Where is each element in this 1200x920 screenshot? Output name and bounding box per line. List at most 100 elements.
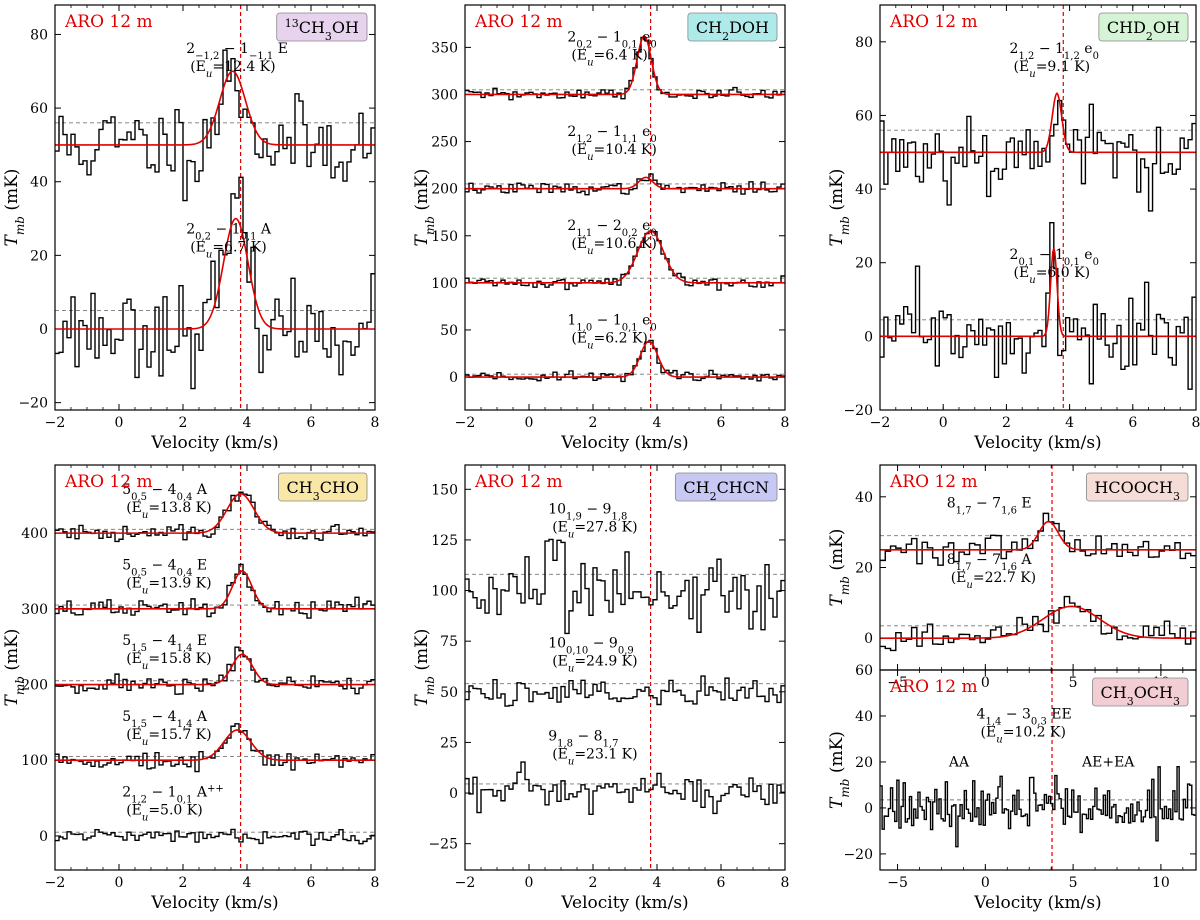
panel-frame <box>464 4 786 411</box>
y-tick-label: 80 <box>30 27 48 43</box>
x-tick-label: 6 <box>307 875 316 891</box>
panel-frame <box>54 464 376 871</box>
x-tick-label: 4 <box>1065 415 1074 431</box>
y-tick-label: 20 <box>855 755 873 771</box>
y-tick-label: 0 <box>864 631 873 647</box>
molecule-box: HCOOCH3 <box>1085 472 1189 503</box>
x-tick-label: 0 <box>115 875 124 891</box>
telescope-label: ARO 12 m <box>889 472 978 492</box>
y-tick-label: 40 <box>855 709 873 725</box>
upper-energy-label: (Eu=23.1 K) <box>552 746 637 767</box>
spectrum-5 <box>55 828 375 847</box>
upper-energy-label: (Eu=9.1 K) <box>1014 59 1091 80</box>
gaussian-fit-2 <box>465 176 785 190</box>
panel-phcooch3: −5051002040Tmb (mK)81,7 − 71,6 E81,7 − 7… <box>827 464 1197 691</box>
spectrum-1 <box>55 49 375 202</box>
upper-energy-label: (Eu=10.6 K) <box>571 236 656 257</box>
y-tick-label: 0 <box>449 786 458 802</box>
y-tick-label: −20 <box>843 403 873 419</box>
x-tick-label: 0 <box>525 415 534 431</box>
y-tick-label: 60 <box>30 101 48 117</box>
panel-pch2chcn: −2 0 2 4 6 8 −25 0 25 50 75 100 125 150 Velocity (km/s… <box>412 464 789 913</box>
molecule-box: 13CH3OH <box>276 12 368 43</box>
x-axis-title: Velocity (km/s) <box>973 893 1101 913</box>
y-tick-label: 20 <box>855 256 873 272</box>
telescope-label: ARO 12 m <box>64 12 153 32</box>
spectrum-1 <box>880 512 1196 566</box>
molecule-box-bg <box>1092 677 1189 707</box>
x-tick-label: 2 <box>589 415 598 431</box>
upper-energy-label: (Eu=27.8 K) <box>552 520 637 541</box>
upper-energy-label: (Eu=6.2 K) <box>571 330 648 351</box>
spectrum-2 <box>880 222 1196 390</box>
x-tick-label: −2 <box>45 415 66 431</box>
y-tick-label: 40 <box>30 175 48 191</box>
gaussian-fit-1 <box>55 492 375 534</box>
molecule-box: CH3CHO <box>278 472 368 503</box>
molecule-box: CHD2OH <box>1098 12 1189 43</box>
spectrum-2 <box>880 595 1196 652</box>
plot-area <box>880 5 1196 410</box>
y-tick-label: 125 <box>431 533 458 549</box>
spectrum-4 <box>55 723 375 773</box>
x-tick-label: 6 <box>1128 415 1137 431</box>
gaussian-fit-3 <box>55 653 375 686</box>
gaussian-fit-3 <box>465 230 785 284</box>
upper-energy-label: (Eu=13.8 K) <box>126 500 211 521</box>
feature-annotation: AA <box>948 755 970 771</box>
gaussian-fit-1 <box>465 35 785 96</box>
telescope-label: ARO 12 m <box>889 12 978 32</box>
y-tick-label: 50 <box>440 685 458 701</box>
y-tick-label: 0 <box>864 329 873 345</box>
y-tick-label: 100 <box>431 584 458 600</box>
molecule-box-bg <box>276 12 368 42</box>
y-tick-label: 0 <box>449 370 458 386</box>
y-tick-label: 40 <box>855 182 873 198</box>
transition-label: 21,2 − 10,1 A++ <box>122 783 224 805</box>
gaussian-fit-1 <box>880 92 1196 154</box>
x-tick-label: 0 <box>981 675 990 691</box>
gaussian-fit-1 <box>55 70 375 146</box>
spectrum-3 <box>55 646 375 695</box>
upper-energy-label: (Eu=10.2 K) <box>981 724 1066 745</box>
y-tick-label: 20 <box>30 248 48 264</box>
y-axis-title: Tmb (mK) <box>412 629 437 707</box>
y-tick-label: 20 <box>855 561 873 577</box>
y-tick-label: 150 <box>431 482 458 498</box>
y-tick-label: 60 <box>855 108 873 124</box>
y-tick-label: 0 <box>39 322 48 338</box>
y-tick-label: 100 <box>21 753 48 769</box>
x-tick-label: 6 <box>717 875 726 891</box>
y-axis-title: Tmb (mK) <box>827 169 852 247</box>
y-tick-label: −20 <box>843 847 873 863</box>
x-tick-label: −2 <box>45 875 66 891</box>
x-tick-label: 5 <box>1069 875 1078 891</box>
y-axis-title: Tmb (mK) <box>2 169 27 247</box>
plot-area <box>880 465 1196 670</box>
x-axis-title: Velocity (km/s) <box>150 433 278 453</box>
y-tick-label: 200 <box>431 182 458 198</box>
x-tick-label: 4 <box>243 415 252 431</box>
y-tick-label: 150 <box>431 229 458 245</box>
spectrum-1 <box>880 765 1196 848</box>
x-tick-label: 0 <box>115 415 124 431</box>
y-axis-title: Tmb (mK) <box>2 629 27 707</box>
panel-frame <box>879 669 1197 871</box>
x-tick-label: −2 <box>455 875 476 891</box>
telescope-label: ARO 12 m <box>474 12 563 32</box>
telescope-label: ARO 12 m <box>474 472 563 492</box>
x-tick-label: 8 <box>781 415 790 431</box>
y-tick-label: 80 <box>855 35 873 51</box>
y-tick-label: −20 <box>18 396 48 412</box>
molecule-box: CH2CHCN <box>674 472 778 503</box>
y-tick-label: 40 <box>855 490 873 506</box>
y-axis-title: Tmb (mK) <box>827 731 852 809</box>
gaussian-fit-2 <box>880 605 1196 639</box>
x-tick-label: 6 <box>307 415 316 431</box>
upper-energy-label: (Eu=22.7 K) <box>951 570 1036 591</box>
spectrum-3 <box>465 230 785 291</box>
y-tick-label: 100 <box>431 276 458 292</box>
y-tick-label: 300 <box>21 602 48 618</box>
x-tick-label: 8 <box>371 415 380 431</box>
